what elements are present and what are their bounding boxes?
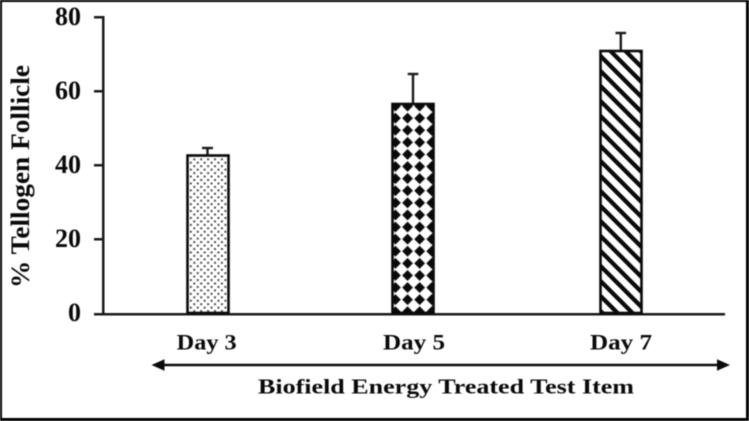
svg-text:Day 3: Day 3 — [177, 330, 237, 355]
svg-text:80: 80 — [55, 2, 81, 31]
svg-text:0: 0 — [68, 298, 81, 327]
svg-text:Day 7: Day 7 — [590, 330, 652, 355]
svg-text:% Tellogen Follicle: % Tellogen Follicle — [6, 65, 35, 288]
svg-text:40: 40 — [55, 150, 81, 179]
svg-text:20: 20 — [55, 224, 81, 253]
svg-text:Biofield Energy Treated Test I: Biofield Energy Treated Test Item — [258, 375, 634, 399]
svg-text:Day 5: Day 5 — [383, 330, 445, 355]
svg-text:60: 60 — [55, 76, 81, 105]
